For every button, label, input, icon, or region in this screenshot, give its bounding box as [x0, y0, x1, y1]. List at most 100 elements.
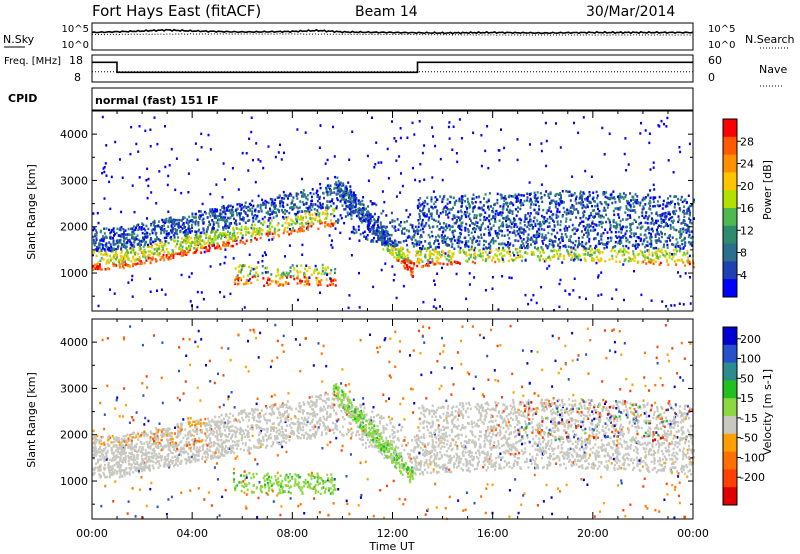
- echo-cell: [551, 243, 554, 246]
- echo-cell: [271, 200, 274, 203]
- echo-cell: [385, 229, 388, 233]
- echo-cell: [460, 232, 462, 236]
- echo-cell: [263, 215, 266, 219]
- echo-cell: [428, 226, 431, 229]
- echo-cell: [163, 236, 166, 240]
- echo-cell: [399, 191, 402, 194]
- echo-cell: [652, 166, 655, 169]
- echo-cell: [269, 230, 272, 234]
- echo-cell: [582, 211, 585, 215]
- echo-cell: [131, 235, 134, 238]
- echo-cell: [238, 215, 241, 219]
- echo-cell: [336, 198, 339, 202]
- echo-cell: [197, 223, 200, 227]
- echo-cell: [672, 248, 675, 252]
- echo-cell: [517, 254, 519, 258]
- echo-cell: [481, 208, 484, 211]
- echo-cell: [176, 232, 179, 236]
- echo-cell: [324, 212, 327, 216]
- echo-cell: [248, 265, 250, 269]
- echo-cell: [471, 247, 474, 251]
- echo-cell: [629, 235, 632, 238]
- echo-cell: [691, 244, 694, 247]
- echo-cell: [334, 267, 337, 271]
- echo-cell: [242, 216, 245, 219]
- echo-cell: [352, 204, 354, 207]
- echo-cell: [601, 251, 604, 254]
- echo-cell: [548, 206, 551, 209]
- echo-cell: [224, 255, 227, 259]
- echo-cell: [126, 233, 129, 236]
- echo-cell: [271, 232, 274, 236]
- echo-cell: [131, 233, 134, 236]
- echo-cell: [133, 241, 136, 244]
- echo-cell: [334, 186, 337, 190]
- echo-cell: [420, 223, 423, 226]
- echo-cell: [510, 226, 513, 229]
- echo-cell: [427, 224, 430, 227]
- echo-cell: [424, 253, 427, 257]
- echo-cell: [631, 257, 634, 261]
- echo-cell: [281, 272, 284, 275]
- echo-cell: [328, 234, 331, 237]
- echo-cell: [447, 250, 450, 254]
- echo-cell: [132, 248, 135, 251]
- echo-cell: [635, 239, 637, 243]
- echo-cell: [177, 236, 180, 239]
- echo-cell: [226, 206, 229, 210]
- echo-cell: [236, 236, 239, 239]
- echo-cell: [500, 214, 503, 217]
- echo-cell: [304, 267, 307, 270]
- echo-cell: [686, 252, 689, 255]
- echo-cell: [629, 206, 632, 209]
- echo-cell: [176, 218, 179, 222]
- echo-cell: [445, 443, 448, 446]
- echo-cell: [406, 220, 408, 223]
- echo-cell: [252, 204, 255, 208]
- echo-cell: [261, 229, 264, 232]
- echo-cell: [382, 431, 385, 434]
- echo-cell: [568, 292, 571, 296]
- echo-cell: [254, 210, 257, 213]
- colorbar-tick-label: 28: [740, 135, 754, 148]
- echo-cell: [286, 276, 288, 279]
- echo-cell: [416, 229, 418, 233]
- echo-cell: [291, 199, 294, 202]
- echo-cell: [608, 258, 611, 261]
- echo-cell: [672, 255, 675, 258]
- echo-cell: [131, 230, 134, 234]
- echo-cell: [217, 214, 220, 218]
- echo-cell: [374, 163, 377, 166]
- echo-cell: [324, 221, 327, 224]
- echo-cell: [290, 205, 293, 209]
- echo-cell: [460, 228, 463, 232]
- echo-cell: [509, 209, 512, 213]
- echo-cell: [190, 223, 193, 227]
- echo-cell: [165, 234, 168, 237]
- echo-cell: [113, 253, 116, 257]
- echo-cell: [485, 200, 488, 204]
- echo-cell: [241, 416, 244, 420]
- echo-cell: [269, 197, 272, 201]
- echo-cell: [464, 200, 467, 203]
- echo-cell: [446, 226, 449, 230]
- echo-cell: [372, 229, 375, 233]
- echo-cell: [477, 225, 480, 229]
- echo-cell: [395, 159, 398, 162]
- echo-cell: [349, 207, 351, 211]
- echo-cell: [186, 232, 189, 236]
- echo-cell: [536, 230, 539, 233]
- echo-cell: [433, 218, 435, 222]
- echo-cell: [122, 236, 125, 239]
- echo-cell: [431, 252, 433, 256]
- echo-cell: [609, 226, 612, 230]
- echo-cell: [622, 197, 625, 200]
- echo-cell: [319, 222, 322, 225]
- echo-cell: [133, 238, 136, 241]
- echo-cell: [211, 227, 214, 230]
- echo-cell: [516, 230, 519, 233]
- noise-tick-right-high: 10^5: [708, 24, 735, 35]
- echo-cell: [221, 231, 224, 235]
- echo-cell: [243, 264, 246, 267]
- echo-cell: [507, 250, 510, 253]
